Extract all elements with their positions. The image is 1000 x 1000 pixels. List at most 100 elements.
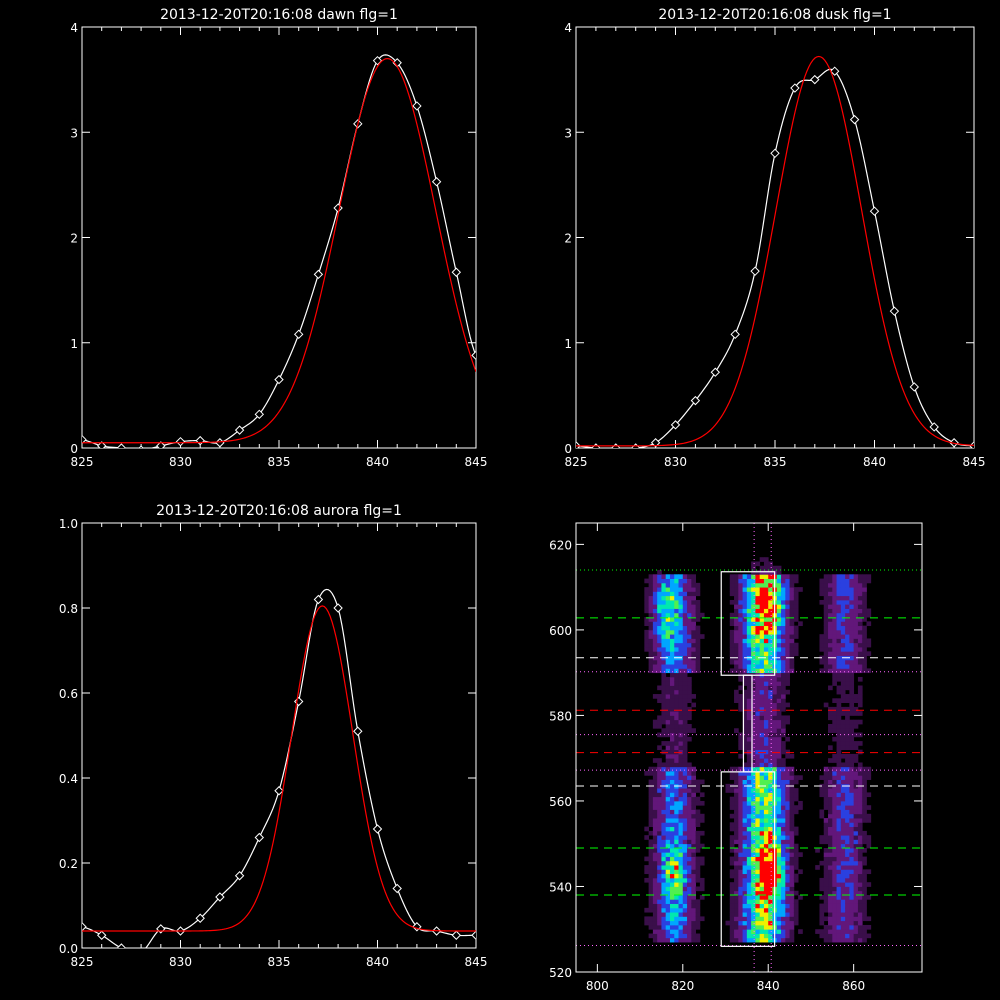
y-tick-label: 540 (549, 880, 572, 894)
panel-3: 825 830 835 840 845 0.0 0.2 0.4 0.6 0.8 1.0 2013-12… (59, 503, 488, 969)
panel-2: 825 830 835 840 845 0 1 2 3 4 2013-12-20T20:16:08 … (564, 7, 985, 469)
data-point (333, 203, 343, 213)
x-tick-label: 835 (268, 455, 291, 469)
x-tick-label: 830 (664, 455, 687, 469)
data-point (431, 177, 442, 187)
y-tick-label: 4 (564, 21, 572, 35)
data-point (116, 443, 127, 448)
data-point (471, 930, 476, 940)
y-tick-label: 0.6 (59, 687, 78, 701)
x-tick-label: 820 (671, 979, 694, 993)
data-point (234, 871, 245, 881)
x-tick-label: 845 (465, 955, 488, 969)
y-tick-label: 620 (549, 538, 572, 552)
axes-frame (81, 522, 477, 949)
data-point (313, 594, 324, 605)
data-point (690, 395, 701, 406)
data-point (195, 435, 205, 446)
data-point (670, 420, 681, 430)
region-connector (742, 674, 753, 773)
y-tick-label: 0 (70, 442, 78, 456)
data-point (969, 441, 974, 448)
x-tick-label: 825 (565, 455, 588, 469)
y-tick-label: 560 (549, 795, 572, 809)
data-point (254, 409, 265, 420)
data-point (372, 824, 383, 834)
data-point (82, 434, 87, 445)
data-point (810, 74, 820, 85)
data-point (195, 913, 205, 923)
axes-frame (575, 522, 923, 973)
data-point (730, 329, 740, 340)
fit-curve (82, 605, 476, 932)
y-tick-label: 0.8 (59, 602, 78, 616)
x-tick-label: 835 (268, 955, 291, 969)
heatmap-image (576, 523, 922, 972)
x-tick-label: 825 (71, 955, 94, 969)
data-point (156, 441, 166, 448)
y-tick-label: 580 (549, 709, 572, 723)
x-tick-label: 845 (963, 455, 986, 469)
fit-curve (576, 55, 974, 447)
data-point (333, 603, 343, 613)
data-point (412, 101, 422, 111)
x-tick-label: 840 (366, 455, 389, 469)
data-point (215, 892, 225, 902)
y-tick-label: 0.0 (59, 942, 78, 956)
x-tick-label: 860 (842, 979, 865, 993)
data-point (215, 438, 225, 448)
x-tick-label: 825 (71, 455, 94, 469)
data-point (471, 350, 476, 361)
data-point (611, 443, 621, 448)
y-tick-label: 0 (564, 442, 572, 456)
data-point (909, 382, 920, 392)
y-tick-label: 1 (70, 337, 78, 351)
data-point (770, 148, 780, 159)
y-tick-label: 1 (564, 337, 572, 351)
x-tick-label: 845 (465, 455, 488, 469)
y-tick-label: 4 (70, 21, 78, 35)
x-tick-label: 830 (169, 455, 192, 469)
data-point (274, 374, 284, 385)
y-tick-label: 0.4 (59, 772, 78, 786)
data-point (313, 269, 324, 280)
data-point (140, 947, 142, 948)
data-point (451, 267, 462, 277)
panel-4: 800 820 840 860 520 540 560 580 600 620 (549, 522, 923, 993)
data-point (790, 83, 800, 93)
data-point (234, 425, 245, 435)
y-tick-label: 3 (564, 126, 572, 140)
data-point (82, 922, 87, 932)
data-point (96, 441, 107, 448)
data-point (710, 367, 721, 377)
y-tick-label: 520 (549, 966, 572, 980)
y-tick-label: 2 (70, 232, 78, 246)
data-point (451, 930, 462, 940)
y-tick-label: 600 (549, 624, 572, 638)
y-tick-label: 3 (70, 126, 78, 140)
data-point (254, 832, 265, 843)
data-curve (82, 588, 476, 948)
data-point (372, 55, 383, 66)
x-tick-label: 840 (366, 955, 389, 969)
data-point (353, 726, 363, 736)
data-point (138, 445, 144, 448)
data-point (392, 883, 402, 894)
data-curve (82, 54, 476, 448)
panel-title: 2013-12-20T20:16:08 dusk flg=1 (658, 7, 891, 23)
x-tick-label: 800 (586, 979, 609, 993)
data-point (293, 329, 304, 340)
y-tick-label: 0.2 (59, 857, 78, 871)
data-point (175, 436, 186, 447)
data-point (829, 66, 840, 76)
data-point (750, 266, 760, 276)
y-tick-label: 2 (564, 232, 572, 246)
panel-1: 825 830 835 840 845 0 1 2 3 4 2013-12-20T20:16:08 … (70, 7, 487, 469)
panel-title: 2013-12-20T20:16:08 dawn flg=1 (160, 7, 398, 23)
x-tick-label: 830 (169, 955, 192, 969)
data-point (849, 114, 860, 125)
data-point (116, 943, 127, 948)
data-point (929, 422, 939, 432)
data-point (630, 443, 641, 448)
